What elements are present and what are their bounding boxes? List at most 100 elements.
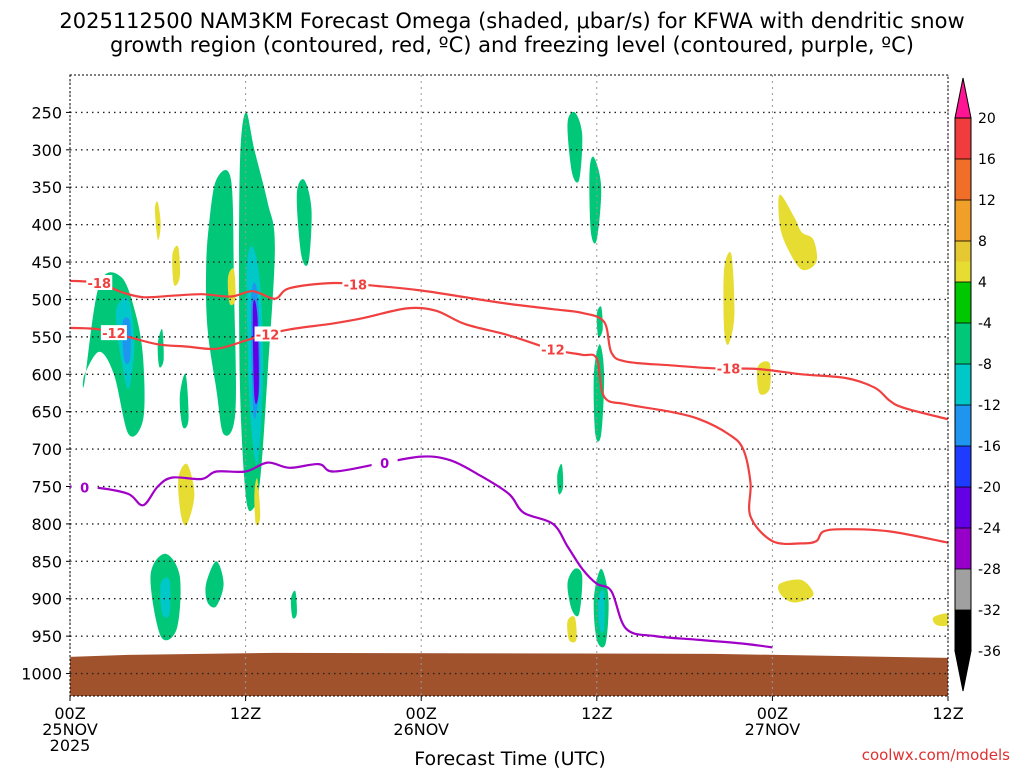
colorbar-bin: [955, 569, 971, 610]
contour-label: -18: [88, 277, 112, 292]
colorbar-bin: [955, 159, 971, 200]
omega-region: [932, 613, 948, 627]
x-tick-label: 12Z: [581, 704, 612, 723]
omega-region: [296, 179, 312, 266]
y-tick-label: 300: [31, 141, 62, 160]
colorbar: 20 16 12 8 4 -4 -8 -12 -16 -20 -24 -28 -32 -36: [954, 77, 1001, 692]
omega-region: [160, 577, 171, 618]
omega-region: [723, 252, 735, 345]
colorbar-bin: [955, 241, 971, 262]
x-tick-label: 00Z: [406, 704, 437, 723]
colorbar-bin: [955, 261, 971, 282]
omega-region: [567, 111, 583, 183]
contour-label: 0: [80, 481, 89, 496]
contour-label-bg: [715, 360, 742, 376]
contour-label: 0: [380, 457, 389, 472]
colorbar-label: -16: [978, 439, 1001, 455]
grid-layer: [69, 75, 949, 696]
contour-line-0: [70, 455, 773, 649]
y-tick-label: 250: [31, 103, 62, 122]
colorbar-label: 8: [978, 234, 987, 250]
colorbar-bin: [955, 528, 971, 569]
colorbar-bin: [955, 610, 971, 651]
contour-label: -18: [344, 278, 368, 293]
x-tick-label: 12Z: [230, 704, 261, 723]
y-tick-label: 900: [31, 590, 62, 609]
contour-label: -12: [541, 344, 565, 359]
omega-region: [154, 201, 161, 240]
colorbar-bin: [955, 364, 971, 405]
y-tick-label: 450: [31, 253, 62, 272]
colorbar-label: 16: [978, 152, 996, 168]
omega-region: [778, 579, 814, 603]
x-tick-label: 25NOV: [42, 720, 98, 739]
colorbar-bin: [955, 323, 971, 364]
x-tick-label: 26NOV: [393, 720, 449, 739]
colorbar-label: -4: [978, 316, 992, 332]
contour-layer: -18 -18 -18 -12 -12 -12 0 0: [70, 274, 948, 649]
omega-region: [778, 194, 818, 271]
colorbar-bin: [955, 405, 971, 446]
omega-region: [567, 616, 577, 643]
x-axis-label: Forecast Time (UTC): [414, 748, 605, 768]
y-tick-label: 1000: [21, 665, 62, 684]
x-tick-label: 00Z: [757, 704, 788, 723]
y-tick-label: 600: [31, 365, 62, 384]
y-axis-ticks: 250 300 350 400 450 500 550 600 650 700 750 800 850 9…: [21, 103, 70, 684]
x-tick-label: 12Z: [932, 704, 963, 723]
y-tick-label: 400: [31, 216, 62, 235]
y-tick-label: 700: [31, 440, 62, 459]
omega-region: [593, 344, 605, 442]
omega-region: [205, 561, 224, 608]
omega-region: [567, 568, 583, 617]
contour-label-bg: [371, 454, 398, 470]
omega-shading-layer: [82, 111, 948, 648]
colorbar-bottom-arrow: [954, 650, 972, 692]
colorbar-label: -20: [978, 480, 1001, 496]
colorbar-label: 20: [978, 111, 996, 127]
colorbar-top-arrow: [954, 77, 972, 119]
colorbar-label: -24: [978, 521, 1001, 537]
colorbar-label: -32: [978, 603, 1001, 619]
y-tick-label: 650: [31, 403, 62, 422]
colorbar-bin: [955, 200, 971, 241]
omega-region: [227, 268, 236, 306]
y-tick-label: 750: [31, 478, 62, 497]
terrain-layer: [70, 652, 948, 696]
y-tick-label: 800: [31, 515, 62, 534]
omega-region: [179, 373, 189, 429]
omega-region: [596, 306, 603, 338]
terrain-surface: [70, 652, 948, 696]
contour-label: -18: [717, 363, 741, 378]
contour-label-bg: [539, 341, 566, 357]
omega-region: [589, 156, 602, 244]
chart-title-line2: growth region (contoured, red, ºC) and f…: [110, 33, 914, 57]
colorbar-bin: [955, 282, 971, 323]
omega-region: [252, 299, 259, 404]
colorbar-label: -12: [978, 398, 1001, 414]
omega-region: [178, 463, 195, 526]
contour-label: -12: [102, 327, 126, 342]
colorbar-label: 4: [978, 275, 987, 291]
contour-line--18: [70, 279, 948, 421]
omega-region: [172, 245, 181, 286]
contour-line--12: [70, 306, 948, 546]
contour-label-bg: [71, 479, 98, 495]
colorbar-label: -28: [978, 562, 1001, 578]
credit-text: coolwx.com/models: [862, 746, 1010, 764]
contour-label-bg: [100, 325, 127, 341]
omega-region: [557, 463, 564, 495]
colorbar-bin: [955, 487, 971, 528]
omega-region: [598, 589, 605, 633]
x-tick-label: 27NOV: [745, 720, 801, 739]
colorbar-label: -36: [978, 644, 1001, 660]
omega-region: [205, 170, 236, 436]
colorbar-label: 12: [978, 193, 996, 209]
contour-label-bg: [86, 274, 113, 290]
contour-label-bg: [342, 276, 369, 292]
y-tick-label: 850: [31, 552, 62, 571]
colorbar-bin: [955, 446, 971, 487]
omega-region: [290, 590, 297, 619]
